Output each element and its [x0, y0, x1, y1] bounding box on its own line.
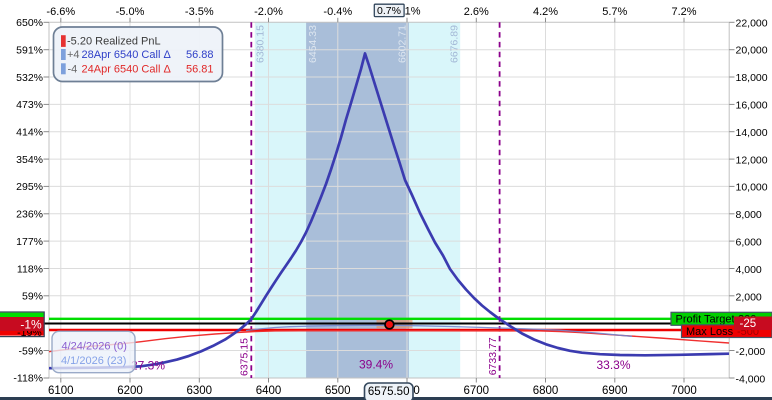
svg-text:-118%: -118% — [13, 373, 43, 385]
svg-text:532%: 532% — [16, 72, 43, 84]
svg-text:-2,000: -2,000 — [736, 346, 766, 358]
svg-text:2,000: 2,000 — [736, 291, 762, 303]
svg-text:-1%: -1% — [20, 318, 42, 332]
svg-text:24Apr 6540 Call Δ: 24Apr 6540 Call Δ — [82, 63, 172, 75]
svg-text:6375.15: 6375.15 — [239, 338, 251, 376]
svg-text:6602.71: 6602.71 — [397, 25, 409, 63]
svg-text:6500: 6500 — [325, 385, 351, 397]
svg-text:-3.5%: -3.5% — [185, 6, 214, 18]
svg-text:7.2%: 7.2% — [671, 6, 696, 18]
svg-text:6733.77: 6733.77 — [487, 337, 499, 375]
svg-text:6200: 6200 — [117, 385, 143, 397]
svg-text:236%: 236% — [16, 209, 43, 221]
svg-text:414%: 414% — [16, 127, 43, 139]
svg-text:8,000: 8,000 — [736, 209, 762, 221]
svg-text:177%: 177% — [16, 236, 43, 248]
svg-text:-59%: -59% — [18, 345, 43, 357]
svg-text:-25: -25 — [740, 318, 757, 330]
svg-text:4/1/2026 (23): 4/1/2026 (23) — [61, 355, 126, 367]
svg-text:118%: 118% — [17, 263, 43, 275]
svg-text:7000: 7000 — [671, 385, 697, 397]
svg-text:33.3%: 33.3% — [596, 358, 630, 372]
svg-text:354%: 354% — [16, 154, 43, 166]
svg-text:+4: +4 — [67, 49, 80, 61]
svg-text:5.7%: 5.7% — [602, 6, 627, 18]
svg-text:473%: 473% — [16, 99, 43, 111]
svg-text:22,000: 22,000 — [736, 17, 768, 29]
svg-text:591%: 591% — [16, 45, 43, 57]
svg-text:4.2%: 4.2% — [533, 6, 558, 18]
svg-text:6900: 6900 — [602, 385, 628, 397]
svg-text:6300: 6300 — [187, 385, 213, 397]
svg-text:16,000: 16,000 — [736, 100, 768, 112]
svg-text:39.4%: 39.4% — [359, 358, 393, 372]
svg-text:20,000: 20,000 — [736, 45, 768, 57]
svg-text:6,000: 6,000 — [736, 237, 762, 249]
svg-text:4/24/2026 (0): 4/24/2026 (0) — [62, 341, 127, 353]
svg-text:6800: 6800 — [533, 385, 559, 397]
svg-text:6454.33: 6454.33 — [307, 25, 319, 63]
svg-text:56.81: 56.81 — [186, 63, 214, 75]
svg-text:-5.20 Realized PnL: -5.20 Realized PnL — [67, 35, 161, 47]
svg-text:28Apr 6540 Call Δ: 28Apr 6540 Call Δ — [82, 49, 172, 61]
svg-text:14,000: 14,000 — [736, 127, 768, 139]
svg-text:56.88: 56.88 — [186, 49, 214, 61]
svg-text:-4,000: -4,000 — [736, 374, 766, 386]
svg-text:-2.0%: -2.0% — [254, 6, 283, 18]
svg-text:Profit Target: Profit Target — [676, 314, 735, 326]
svg-text:1%: 1% — [405, 6, 421, 18]
svg-text:6100: 6100 — [48, 385, 74, 397]
svg-text:Max Loss: Max Loss — [686, 326, 734, 338]
svg-text:0.7%: 0.7% — [377, 5, 401, 17]
svg-text:650%: 650% — [16, 17, 43, 29]
svg-text:27.3%: 27.3% — [131, 358, 165, 372]
svg-text:2.6%: 2.6% — [464, 6, 489, 18]
svg-text:10,000: 10,000 — [736, 182, 768, 194]
svg-text:59%: 59% — [22, 291, 43, 303]
svg-text:4,000: 4,000 — [736, 264, 762, 276]
svg-text:-6.6%: -6.6% — [46, 6, 75, 18]
svg-text:6575.50: 6575.50 — [368, 386, 410, 398]
svg-text:12,000: 12,000 — [736, 154, 768, 166]
svg-text:-4: -4 — [68, 63, 78, 75]
svg-text:18,000: 18,000 — [736, 72, 768, 84]
svg-text:6676.89: 6676.89 — [449, 25, 461, 63]
svg-text:6400: 6400 — [256, 385, 282, 397]
svg-text:6700: 6700 — [464, 385, 490, 397]
svg-text:-0.4%: -0.4% — [323, 6, 352, 18]
svg-text:295%: 295% — [16, 181, 43, 193]
svg-text:6380.15: 6380.15 — [255, 25, 267, 63]
svg-text:-5.0%: -5.0% — [116, 6, 145, 18]
